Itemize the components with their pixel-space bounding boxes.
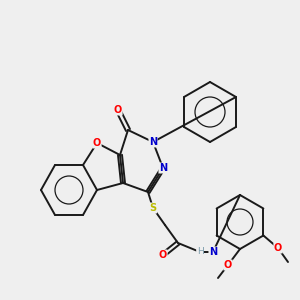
Text: O: O bbox=[93, 138, 101, 148]
Text: O: O bbox=[224, 260, 232, 270]
Text: S: S bbox=[149, 203, 157, 213]
Text: N: N bbox=[149, 137, 157, 147]
Text: H: H bbox=[196, 248, 203, 256]
Text: O: O bbox=[274, 243, 282, 253]
Text: O: O bbox=[159, 250, 167, 260]
Text: N: N bbox=[159, 163, 167, 173]
Text: N: N bbox=[209, 247, 217, 257]
Text: O: O bbox=[114, 105, 122, 115]
